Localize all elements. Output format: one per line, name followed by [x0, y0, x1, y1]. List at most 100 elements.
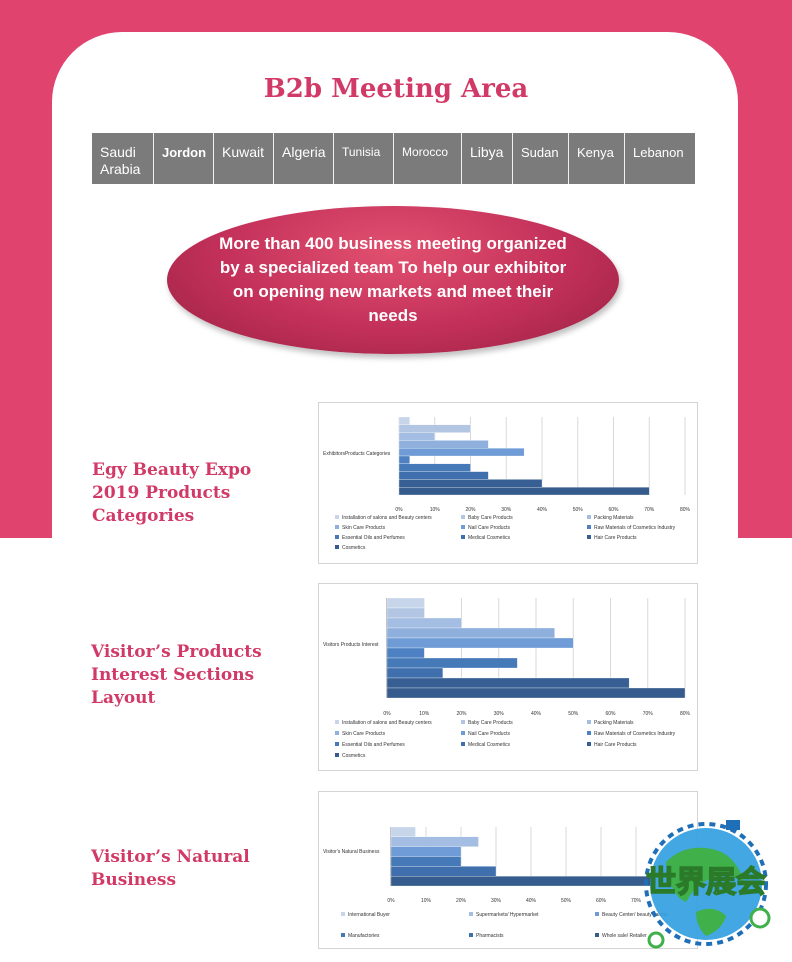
- bar: [386, 687, 686, 699]
- section-title-exhibitor-categories: Egy Beauty Expo 2019 Products Categories: [92, 460, 252, 526]
- bar: [386, 617, 462, 629]
- bar: [398, 479, 543, 488]
- chart-visitor-interest: 0% 10% 20% 30% 40% 50% 60% 70% 80% Visitors Produ…: [318, 583, 698, 771]
- x-tick-label: 10%: [419, 711, 430, 717]
- bar: [390, 876, 654, 887]
- bar: [386, 667, 444, 679]
- bar: [398, 416, 410, 425]
- country-tabs: Saudi Arabia Jordon Kuwait Algeria Tunis…: [92, 133, 695, 184]
- legend-swatch: [595, 912, 599, 916]
- legend-swatch: [587, 720, 591, 724]
- tab-tunisia[interactable]: Tunisia: [334, 133, 394, 184]
- x-tick-label: 20%: [456, 898, 467, 904]
- promo-banner: More than 400 business meeting organized…: [167, 206, 619, 354]
- legend-swatch: [461, 731, 465, 735]
- legend-swatch: [335, 720, 339, 724]
- bar: [390, 846, 462, 857]
- x-tick-label: 40%: [531, 711, 542, 717]
- x-tick-label: 0%: [395, 507, 403, 513]
- section-title-visitor-interest: Visitor’s Products Interest Sections Lay…: [91, 642, 262, 708]
- bar: [386, 647, 425, 659]
- x-tick-label: 60%: [608, 507, 619, 513]
- legend-swatch: [469, 933, 473, 937]
- x-tick-label: 70%: [643, 711, 654, 717]
- bar: [398, 432, 435, 441]
- x-tick-label: 20%: [465, 507, 476, 513]
- legend-swatch: [595, 933, 599, 937]
- bar: [390, 826, 416, 837]
- logo-text: 世界展会: [646, 865, 766, 900]
- bar: [398, 463, 471, 472]
- x-tick-label: 50%: [568, 711, 579, 717]
- x-tick-label: 70%: [644, 507, 655, 513]
- x-tick-label: 80%: [680, 507, 691, 513]
- legend-swatch: [341, 912, 345, 916]
- legend-label: Packing Materials: [594, 720, 634, 726]
- legend-swatch: [335, 535, 339, 539]
- legend-label: Manufactories: [348, 933, 380, 939]
- legend-label: Installation of salons and Beauty center…: [342, 720, 432, 726]
- tab-libya[interactable]: Libya: [462, 133, 513, 184]
- tab-jordon[interactable]: Jordon: [154, 133, 214, 184]
- legend-swatch: [587, 742, 591, 746]
- legend-label: Baby Care Products: [468, 515, 513, 521]
- legend-swatch: [461, 525, 465, 529]
- bar: [390, 836, 479, 847]
- tab-kuwait[interactable]: Kuwait: [214, 133, 274, 184]
- promo-text: More than 400 business meeting organized…: [219, 234, 567, 325]
- chart-svg: 0% 10% 20% 30% 40% 50% 60% 70% Visitor's Natural…: [323, 826, 668, 939]
- legend-label: Cosmetics: [342, 753, 366, 759]
- x-tick-label: 0%: [387, 898, 395, 904]
- tab-sudan[interactable]: Sudan: [513, 133, 569, 184]
- bar: [386, 597, 425, 609]
- tab-morocco[interactable]: Morocco: [394, 133, 462, 184]
- x-tick-label: 30%: [494, 711, 505, 717]
- bar: [398, 424, 471, 433]
- tab-algeria[interactable]: Algeria: [274, 133, 334, 184]
- legend-label: Hair Care Products: [594, 742, 637, 748]
- x-tick-label: 20%: [456, 711, 467, 717]
- legend-label: Baby Care Products: [468, 720, 513, 726]
- legend-swatch: [587, 731, 591, 735]
- globe-logo-icon: 世界展会: [644, 820, 771, 949]
- legend-swatch: [335, 742, 339, 746]
- legend-label: Skin Care Products: [342, 731, 386, 737]
- x-tick-label: 0%: [383, 711, 391, 717]
- legend-swatch: [469, 912, 473, 916]
- legend-label: International Buyer: [348, 912, 390, 918]
- legend-label: Packing Materials: [594, 515, 634, 521]
- section-title-natural-business: Visitor’s Natural Business: [91, 847, 250, 890]
- legend-swatch: [335, 545, 339, 549]
- legend-label: Pharmacists: [476, 933, 504, 939]
- legend-swatch: [461, 742, 465, 746]
- tab-saudi-arabia[interactable]: Saudi Arabia: [92, 133, 154, 184]
- legend-label: Essential Oils and Perfumes: [342, 535, 405, 541]
- tab-kenya[interactable]: Kenya: [569, 133, 625, 184]
- legend-label: Cosmetics: [342, 545, 366, 551]
- legend-swatch: [461, 515, 465, 519]
- bar: [398, 487, 650, 496]
- bar: [390, 856, 462, 867]
- legend-swatch: [335, 753, 339, 757]
- legend-label: Nail Care Products: [468, 731, 510, 737]
- legend-label: Nail Care Products: [468, 525, 510, 531]
- tab-lebanon[interactable]: Lebanon: [633, 145, 684, 160]
- y-axis-label: Visitor's Natural Business: [323, 849, 380, 855]
- legend-swatch: [335, 525, 339, 529]
- legend-swatch: [461, 720, 465, 724]
- bar: [386, 677, 630, 689]
- legend-label: Essential Oils and Perfumes: [342, 742, 405, 748]
- x-tick-label: 30%: [491, 898, 502, 904]
- x-tick-label: 30%: [501, 507, 512, 513]
- legend-label: Medical Cosmetics: [468, 742, 510, 748]
- x-tick-label: 60%: [605, 711, 616, 717]
- legend-swatch: [587, 515, 591, 519]
- y-axis-label: ExhibitorsProducts Categories: [323, 451, 391, 457]
- bar: [386, 657, 518, 669]
- bar: [398, 440, 489, 449]
- x-tick-label: 50%: [573, 507, 584, 513]
- x-tick-label: 10%: [430, 507, 441, 513]
- bar: [398, 471, 489, 480]
- legend-label: Skin Care Products: [342, 525, 386, 531]
- x-tick-label: 10%: [421, 898, 432, 904]
